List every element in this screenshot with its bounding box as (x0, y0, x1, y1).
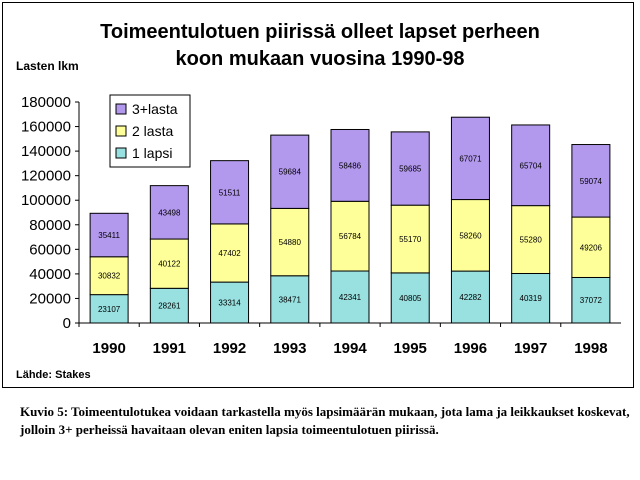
data-label: 47402 (218, 249, 241, 258)
bar-segment-3-lasta (571, 144, 611, 218)
bar-segment-2-lasta (390, 204, 430, 274)
bar-segment-3-lasta (270, 134, 310, 209)
bar-segment-3-lasta (511, 124, 551, 207)
data-label: 43498 (158, 208, 181, 217)
data-label: 35411 (98, 231, 120, 240)
bar-segment-1-lapsi (571, 276, 611, 324)
bar-segment-3-lasta (149, 185, 189, 240)
legend-entry: 1 lapsi (132, 145, 172, 161)
bar-segment-3-lasta (330, 128, 370, 202)
x-tick-label: 1993 (273, 340, 306, 357)
data-label: 59685 (399, 165, 422, 174)
data-label: 51511 (219, 188, 241, 197)
data-label: 58486 (339, 161, 362, 170)
x-tick-label: 1994 (333, 340, 367, 357)
x-tick-label: 1998 (574, 340, 607, 357)
data-label: 37072 (580, 296, 603, 305)
y-tick-label: 180000 (21, 94, 71, 111)
legend-swatch (115, 147, 127, 159)
bar-segment-1-lapsi (390, 272, 430, 324)
legend-entry: 3+lasta (132, 101, 178, 117)
y-tick-label: 100000 (21, 192, 71, 209)
y-tick-label: 20000 (29, 290, 71, 307)
bar-segment-1-lapsi (270, 275, 310, 324)
chart-title-line: koon mukaan vuosina 1990-98 (175, 48, 464, 70)
data-label: 56784 (339, 232, 362, 241)
x-tick-label: 1992 (213, 340, 246, 357)
data-label: 33314 (218, 299, 241, 308)
bar-segment-2-lasta (149, 238, 189, 289)
data-label: 30832 (98, 272, 121, 281)
y-tick-label: 160000 (21, 119, 71, 136)
y-tick-label: 120000 (21, 168, 71, 185)
bar-segment-3-lasta (450, 116, 490, 201)
bar-segment-3-lasta (89, 212, 129, 258)
bar-segment-2-lasta (330, 200, 370, 272)
bar-segment-2-lasta (450, 199, 490, 272)
bar-segment-2-lasta (210, 223, 250, 283)
data-label: 59074 (580, 177, 603, 186)
data-label: 42282 (459, 293, 482, 302)
x-tick-label: 1997 (514, 340, 547, 357)
data-label: 67071 (459, 154, 482, 163)
data-label: 54880 (279, 238, 302, 247)
data-label: 23107 (98, 305, 121, 314)
chart-frame: Toimeentulotuen piirissä olleet lapset p… (2, 2, 634, 388)
figure-caption: Kuvio 5: Toimeentulotukea voidaan tarkas… (20, 404, 630, 437)
bar-segment-1-lapsi (210, 281, 250, 324)
x-tick-label: 1996 (454, 340, 487, 357)
legend-entry: 2 lasta (132, 123, 173, 139)
bar-segment-3-lasta (210, 160, 250, 225)
bar-segment-2-lasta (511, 205, 551, 274)
y-tick-label: 0 (63, 315, 71, 332)
bar-segment-3-lasta (390, 131, 430, 206)
legend-swatch (115, 103, 127, 115)
data-label: 58260 (459, 231, 482, 240)
bar-segment-1-lapsi (511, 272, 551, 324)
data-label: 42341 (339, 293, 362, 302)
legend-swatch (115, 125, 127, 137)
data-label: 40805 (399, 294, 422, 303)
data-label: 38471 (279, 295, 302, 304)
data-label: 40122 (158, 260, 181, 269)
data-label: 49206 (580, 243, 603, 252)
data-label: 28261 (158, 302, 181, 311)
data-label: 55280 (520, 236, 543, 245)
chart-title-line: Toimeentulotuen piirissä olleet lapset p… (100, 21, 540, 43)
bar-segment-2-lasta (89, 256, 129, 296)
data-label: 59684 (279, 168, 302, 177)
source-note: Lähde: Stakes (16, 369, 91, 381)
x-tick-label: 1995 (394, 340, 427, 357)
x-tick-label: 1990 (92, 340, 125, 357)
y-tick-label: 80000 (29, 217, 71, 234)
data-label: 65704 (520, 161, 543, 170)
bar-segment-2-lasta (571, 216, 611, 278)
y-tick-label: 40000 (29, 266, 71, 283)
y-tick-label: 60000 (29, 241, 71, 258)
data-label: 40319 (520, 294, 543, 303)
y-axis-label: Lasten lkm (16, 59, 79, 73)
y-tick-label: 140000 (21, 143, 71, 160)
stacked-bar-chart: Toimeentulotuen piirissä olleet lapset p… (16, 21, 621, 381)
data-label: 55170 (399, 235, 422, 244)
x-tick-label: 1991 (153, 340, 186, 357)
